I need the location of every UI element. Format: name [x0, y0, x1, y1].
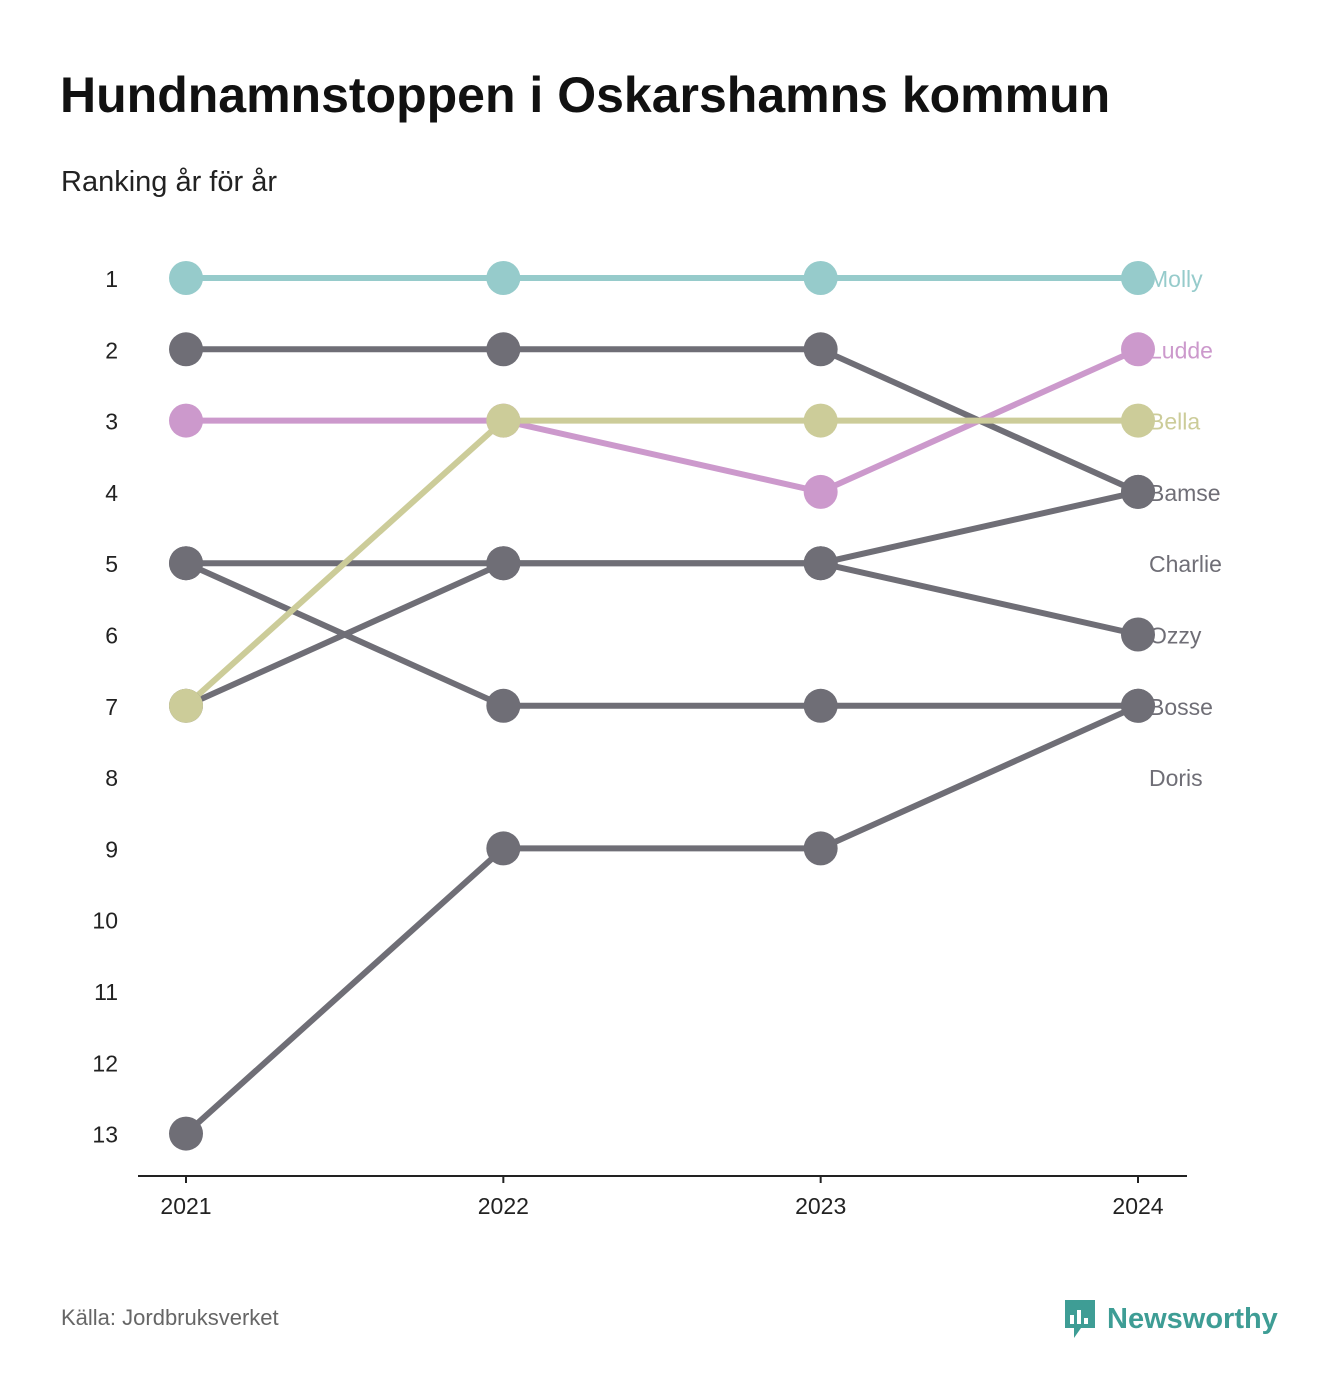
y-tick-label: 13	[92, 1122, 118, 1148]
series-point	[1121, 261, 1155, 295]
series-label: Bamse	[1149, 480, 1221, 506]
series-point	[169, 261, 203, 295]
series-point	[1121, 617, 1155, 652]
x-tick-label: 2022	[478, 1193, 529, 1219]
source-note: Källa: Jordbruksverket	[61, 1305, 279, 1330]
brand-name: Newsworthy	[1107, 1302, 1278, 1335]
series-point	[1121, 332, 1155, 367]
series-point	[169, 546, 203, 581]
series-point	[486, 261, 521, 295]
series-point	[803, 474, 838, 509]
y-tick-label: 1	[105, 266, 118, 292]
series-line	[183, 702, 1141, 1137]
series-label: Charlie	[1149, 551, 1222, 577]
series-point	[486, 403, 521, 438]
series-label: Ozzy	[1149, 623, 1202, 649]
bar-chart-speech-bubble-icon	[1065, 1300, 1095, 1338]
series-label: Bosse	[1149, 694, 1213, 720]
series-lines	[183, 275, 1141, 1137]
x-tick-label: 2024	[1112, 1193, 1163, 1219]
x-axis: 2021 2022 2023 2024	[138, 1175, 1187, 1219]
y-tick-label: 10	[92, 908, 118, 934]
chart-subtitle: Ranking år för år	[61, 166, 277, 198]
series-point	[803, 403, 838, 438]
x-tick-label: 2021	[160, 1193, 211, 1219]
series-point	[1121, 688, 1155, 723]
y-tick-label: 11	[94, 979, 118, 1005]
series-label: Doris	[1149, 765, 1203, 791]
series-point	[803, 831, 838, 866]
y-tick-label: 12	[92, 1050, 118, 1076]
series-line	[183, 560, 1141, 709]
series-point	[803, 546, 838, 581]
chart-title: Hundnamnstoppen i Oskarshamns kommun	[60, 67, 1111, 123]
series-point	[803, 261, 838, 295]
series-point	[486, 546, 521, 581]
series-point	[486, 332, 521, 367]
y-tick-label: 3	[105, 409, 118, 435]
brand-logo: Newsworthy	[1063, 1298, 1278, 1340]
series-labels: Molly Ludde Bella Bamse Charlie Ozzy Bosse Dori…	[1149, 266, 1222, 791]
y-tick-label: 6	[105, 623, 118, 649]
y-tick-label: 8	[105, 765, 118, 791]
series-label: Bella	[1149, 409, 1200, 435]
x-tick-label: 2023	[795, 1193, 846, 1219]
series-point	[1121, 403, 1155, 438]
series-point	[169, 332, 203, 367]
y-tick-label: 5	[105, 551, 118, 577]
series-line	[183, 488, 1141, 709]
y-tick-label: 9	[105, 836, 118, 862]
series-label: Molly	[1149, 266, 1203, 292]
series-point	[169, 403, 203, 438]
y-tick-label: 2	[105, 337, 118, 363]
series-point	[1121, 474, 1155, 509]
series-line	[183, 417, 1141, 709]
y-tick-label: 7	[105, 694, 118, 720]
series-point	[803, 332, 838, 367]
y-tick-label: 4	[105, 480, 118, 506]
series-point	[803, 688, 838, 723]
series-point	[169, 688, 203, 723]
series-point	[486, 688, 521, 723]
series-point	[169, 1116, 203, 1151]
series-label: Ludde	[1149, 337, 1213, 363]
series-point	[486, 831, 521, 866]
series-points	[169, 261, 1155, 1151]
